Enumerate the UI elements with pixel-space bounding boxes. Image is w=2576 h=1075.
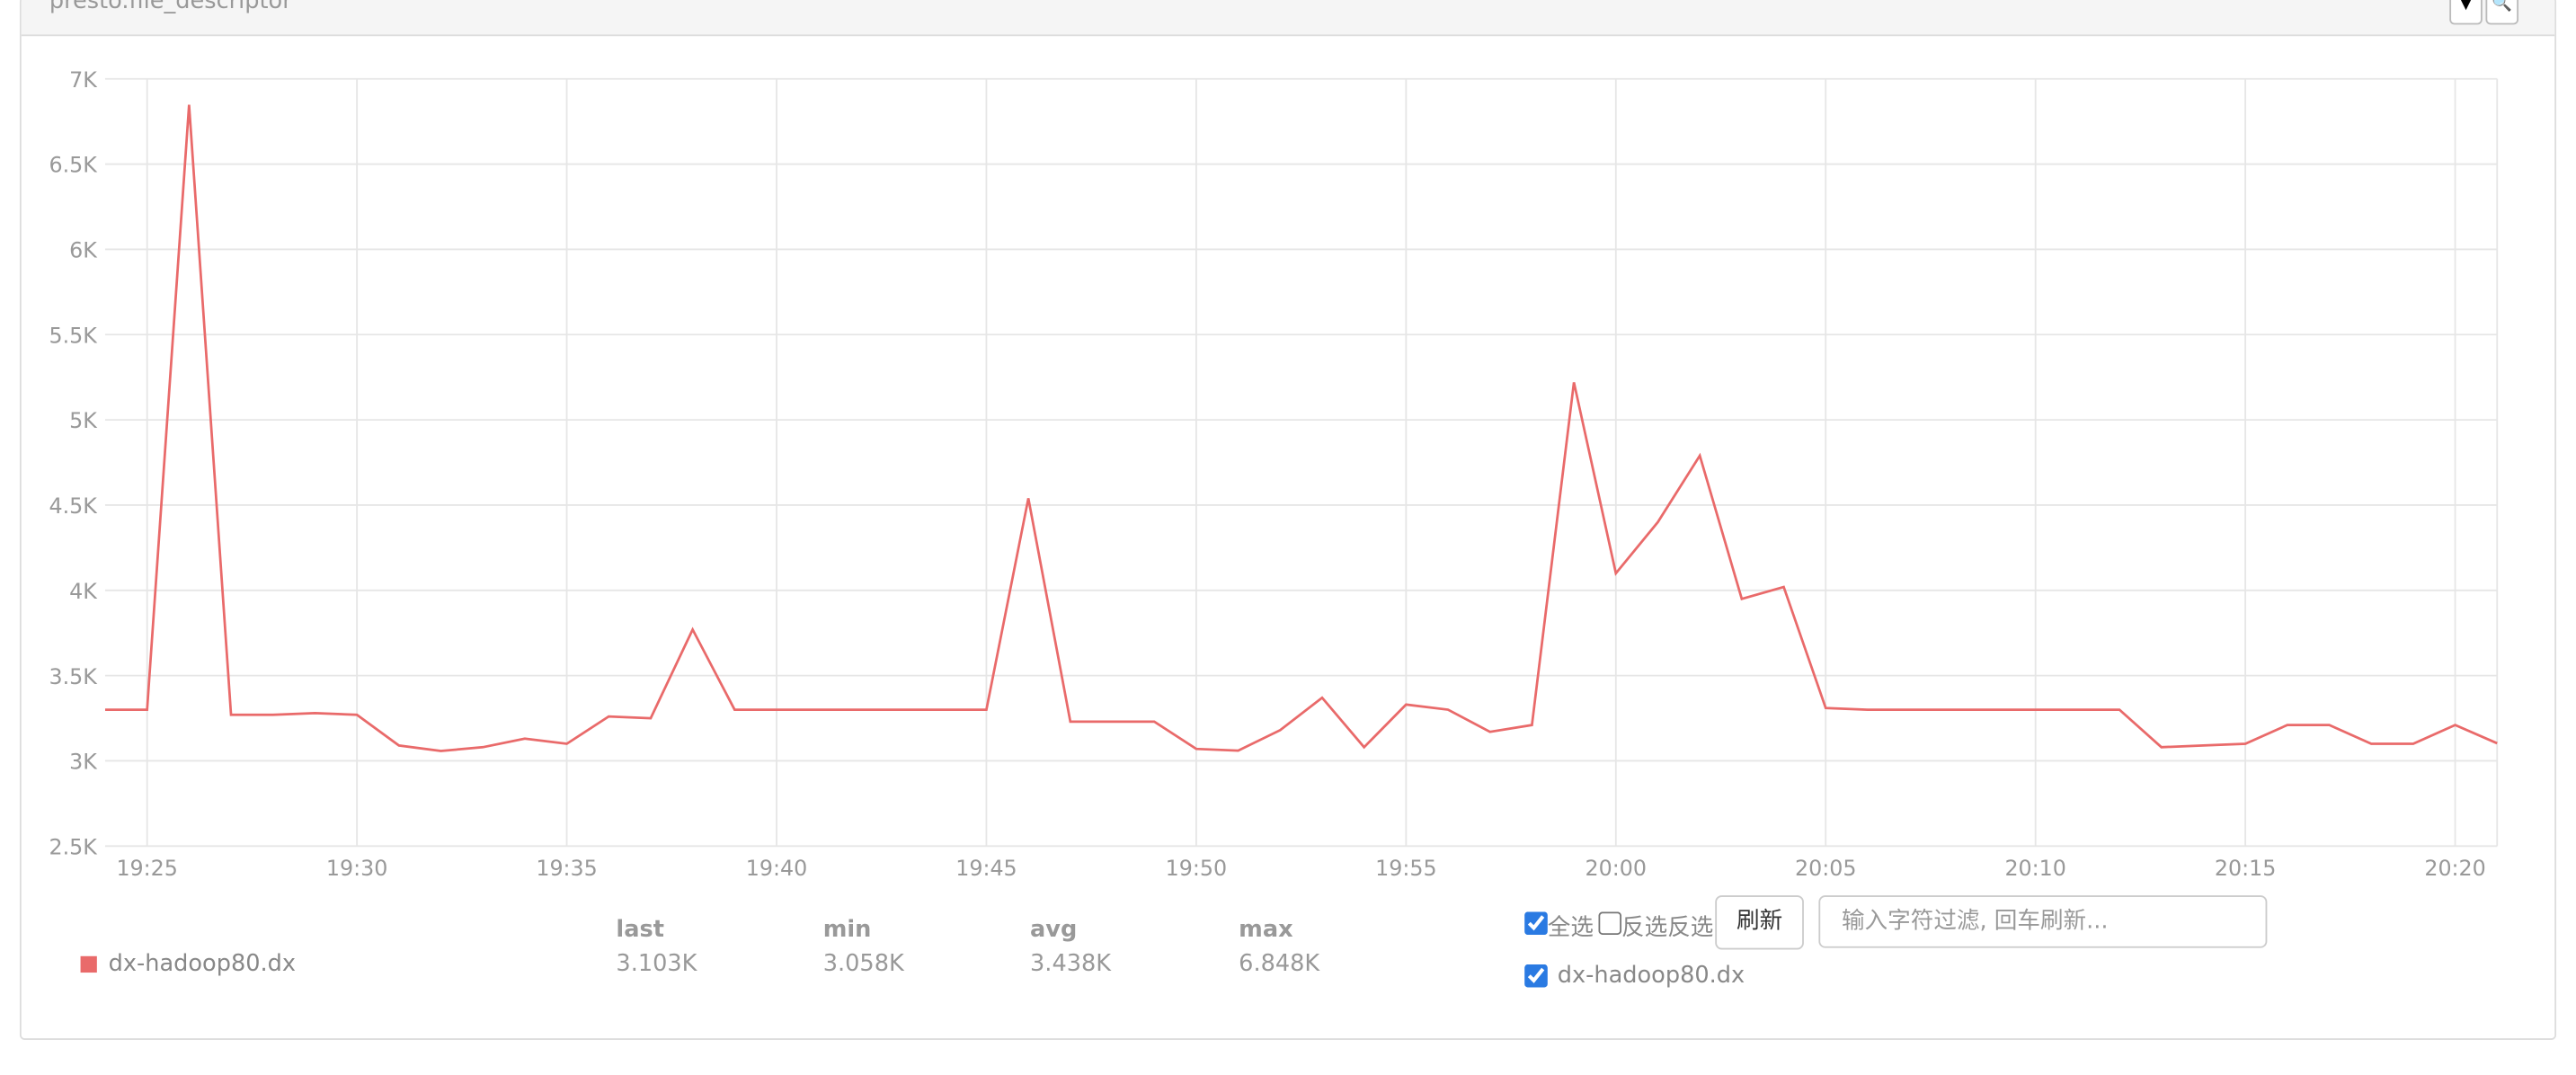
stat-value: 3.438K — [1030, 951, 1112, 978]
stat-header: last — [616, 916, 664, 944]
y-tick-label: 2.5K — [49, 834, 98, 859]
panel: presto.file_descriptor ▼ 🔍 — [19, 0, 2557, 1040]
invert-checkbox[interactable] — [1598, 911, 1622, 936]
y-tick-label: 4.5K — [49, 493, 98, 519]
chart: 2.5K 3K 3.5K 4K 4.5K 5K 5.5K 6K 6.5K 7K 19:25 19:30… — [49, 67, 2499, 881]
dropdown-button[interactable]: ▼ — [2449, 0, 2483, 25]
x-tick-label: 20:00 — [1586, 856, 1647, 881]
x-tick-label: 20:20 — [2424, 856, 2485, 881]
x-tick-label: 19:50 — [1166, 856, 1227, 881]
series-checkbox-label[interactable]: dx-hadoop80.dx — [1557, 963, 1745, 990]
stat-value: 3.058K — [822, 951, 904, 978]
search-button[interactable]: 🔍 — [2485, 0, 2519, 25]
stat-value: 6.848K — [1239, 951, 1320, 978]
x-tick-label: 19:40 — [746, 856, 807, 881]
panel-header: presto.file_descriptor ▼ 🔍 — [21, 0, 2555, 37]
legend-label: dx-hadoop80.dx — [108, 951, 297, 978]
filter-input[interactable]: 输入字符过滤, 回车刷新... — [1818, 895, 2268, 948]
y-tick-label: 3.5K — [49, 664, 98, 689]
x-tick-label: 19:35 — [536, 856, 597, 881]
y-tick-label: 5.5K — [49, 323, 98, 348]
stat-header: avg — [1030, 916, 1078, 944]
x-tick-label: 19:30 — [326, 856, 387, 881]
x-tick-label: 19:25 — [116, 856, 177, 881]
select-all-checkbox[interactable] — [1524, 911, 1548, 936]
select-all-label[interactable]: 全选 — [1547, 915, 1594, 942]
stat-header: min — [822, 916, 872, 944]
legend-swatch — [80, 955, 97, 973]
refresh-button[interactable]: 刷新 — [1715, 895, 1804, 950]
x-tick-label: 20:05 — [1795, 856, 1856, 881]
x-tick-label: 19:45 — [955, 856, 1017, 881]
panel-title: presto.file_descriptor — [49, 0, 292, 15]
invert-label[interactable]: 反选反选 — [1621, 915, 1714, 942]
y-tick-label: 3K — [69, 750, 98, 775]
y-tick-label: 4K — [69, 579, 98, 604]
y-tick-label: 6K — [69, 238, 98, 263]
series-line — [104, 104, 2498, 752]
y-tick-label: 5K — [69, 408, 98, 433]
y-tick-label: 7K — [69, 67, 98, 93]
y-tick-label: 6.5K — [49, 153, 98, 178]
x-tick-label: 20:10 — [2004, 856, 2065, 881]
x-tick-label: 19:55 — [1375, 856, 1436, 881]
series-checkbox[interactable] — [1524, 964, 1548, 988]
stat-header: max — [1239, 916, 1293, 944]
x-tick-label: 20:15 — [2215, 856, 2276, 881]
stat-value: 3.103K — [616, 951, 697, 978]
